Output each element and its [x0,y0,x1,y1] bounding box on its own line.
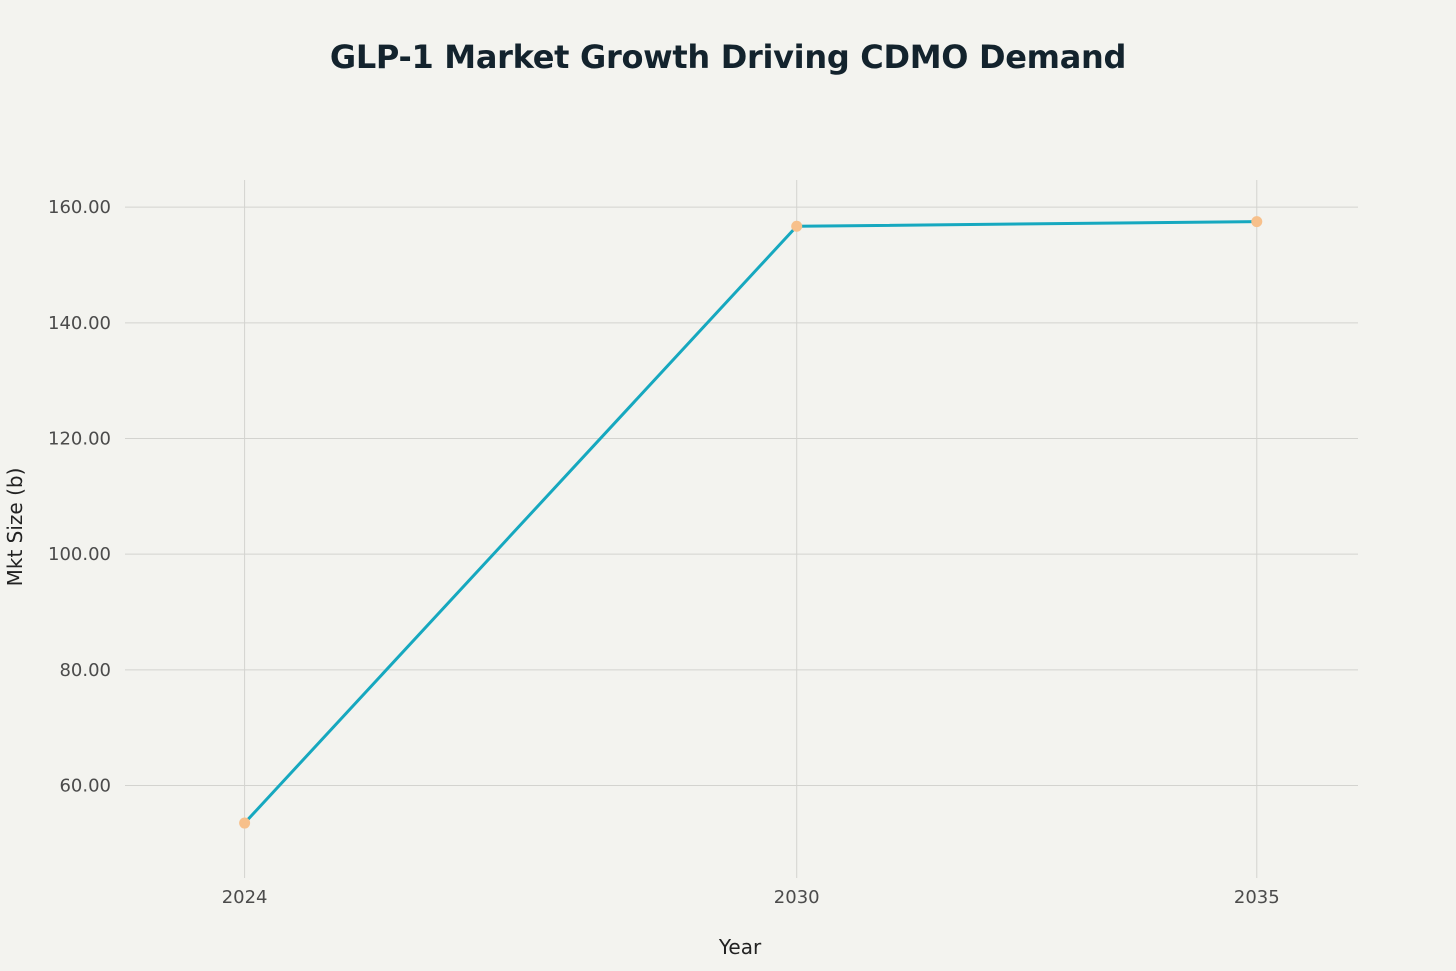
x-gridlines [244,180,1258,878]
data-point[interactable] [1251,216,1263,228]
y-tick-label: 120.00 [48,428,111,449]
y-tick-label: 140.00 [48,313,111,334]
data-point[interactable] [239,817,251,829]
series-markers [239,216,1263,829]
y-axis-ticks: 60.00 80.00 100.00 120.00 140.00 160.00 [48,197,111,796]
series-line [243,220,1259,825]
x-tick-label: 2030 [774,887,820,908]
y-gridlines [125,206,1358,786]
y-tick-label: 80.00 [59,660,111,681]
chart-title: GLP-1 Market Growth Driving CDMO Demand [329,38,1127,76]
y-tick-label: 60.00 [59,775,111,796]
data-point[interactable] [791,220,803,232]
y-tick-label: 160.00 [48,197,111,218]
y-tick-label: 100.00 [48,544,111,565]
x-axis-title: Year [718,935,762,959]
x-tick-label: 2035 [1234,887,1280,908]
series-lines [243,220,1259,825]
x-axis-ticks: 2024 2030 2035 [222,887,1280,908]
y-axis-title: Mkt Size (b) [3,468,27,587]
x-tick-label: 2024 [222,887,268,908]
